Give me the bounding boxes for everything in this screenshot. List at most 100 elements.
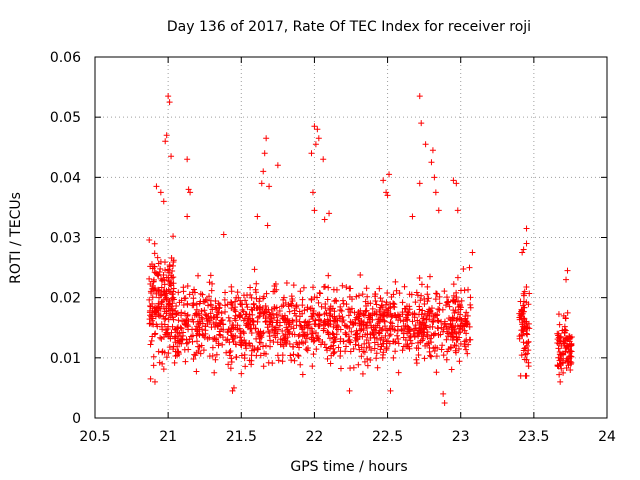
data-point — [428, 310, 435, 317]
data-point — [160, 198, 167, 205]
data-point — [259, 330, 266, 337]
data-point — [399, 327, 406, 334]
data-point — [254, 213, 261, 220]
data-point — [344, 323, 351, 330]
data-point — [316, 289, 323, 296]
data-point — [418, 292, 425, 299]
data-point — [226, 318, 233, 325]
data-point — [322, 301, 329, 308]
data-point — [277, 336, 284, 343]
data-point — [555, 311, 562, 318]
data-point — [327, 303, 334, 310]
data-point — [228, 332, 235, 339]
data-point — [185, 186, 192, 193]
data-point — [363, 337, 370, 344]
data-point — [323, 344, 330, 351]
data-point — [383, 345, 390, 352]
data-point — [172, 333, 179, 340]
data-point — [350, 321, 357, 328]
data-point — [562, 314, 569, 321]
data-point — [261, 350, 268, 357]
data-point — [331, 348, 338, 355]
data-point — [387, 319, 394, 326]
data-point — [366, 314, 373, 321]
data-point — [299, 296, 306, 303]
x-tick-label: 22 — [306, 429, 324, 445]
data-point — [520, 304, 527, 311]
data-point — [316, 311, 323, 318]
data-point — [209, 344, 216, 351]
data-point — [318, 303, 325, 310]
data-point — [183, 340, 190, 347]
data-point — [157, 305, 164, 312]
data-point — [308, 150, 315, 157]
data-point — [150, 278, 157, 285]
data-point — [230, 384, 237, 391]
data-point — [386, 332, 393, 339]
data-point — [453, 180, 460, 187]
data-point — [563, 364, 570, 371]
data-point — [433, 290, 440, 297]
data-point — [333, 331, 340, 338]
data-point — [279, 352, 286, 359]
y-tick-label: 0.06 — [50, 50, 81, 66]
data-point — [276, 322, 283, 329]
data-point — [290, 351, 297, 358]
data-point — [311, 207, 318, 214]
data-point — [200, 347, 207, 354]
data-point — [390, 300, 397, 307]
data-point — [557, 378, 564, 385]
data-point — [189, 289, 196, 296]
data-point — [312, 317, 319, 324]
data-point — [434, 317, 441, 324]
data-point — [163, 354, 170, 361]
data-point — [525, 338, 532, 345]
data-point — [409, 213, 416, 220]
data-point — [556, 371, 563, 378]
data-point — [189, 332, 196, 339]
data-point — [178, 336, 185, 343]
data-point — [523, 372, 530, 379]
data-point — [159, 348, 166, 355]
data-point — [182, 295, 189, 302]
data-point — [238, 330, 245, 337]
data-point — [315, 135, 322, 142]
data-point — [460, 265, 467, 272]
data-point — [248, 294, 255, 301]
data-point — [332, 318, 339, 325]
data-point — [147, 281, 154, 288]
data-point — [379, 298, 386, 305]
data-point — [390, 354, 397, 361]
data-point — [343, 343, 350, 350]
data-point — [566, 350, 573, 357]
data-point — [304, 306, 311, 313]
data-point — [157, 265, 164, 272]
data-point — [285, 319, 292, 326]
data-point — [326, 307, 333, 314]
data-point — [241, 355, 248, 362]
data-point — [372, 290, 379, 297]
data-point — [424, 283, 431, 290]
data-point — [315, 323, 322, 330]
data-point — [321, 216, 328, 223]
data-point — [146, 236, 153, 243]
data-point — [367, 357, 374, 364]
data-point — [271, 288, 278, 295]
data-point — [358, 321, 365, 328]
data-point — [372, 324, 379, 331]
data-point — [170, 285, 177, 292]
data-point — [404, 308, 411, 315]
data-point — [153, 183, 160, 190]
data-point — [442, 302, 449, 309]
data-point — [175, 289, 182, 296]
data-point — [190, 318, 197, 325]
data-point — [201, 307, 208, 314]
data-point — [291, 310, 298, 317]
data-point — [288, 357, 295, 364]
data-point — [456, 358, 463, 365]
data-point — [448, 366, 455, 373]
data-point — [166, 288, 173, 295]
data-point — [451, 310, 458, 317]
data-point — [384, 290, 391, 297]
data-point — [401, 305, 408, 312]
